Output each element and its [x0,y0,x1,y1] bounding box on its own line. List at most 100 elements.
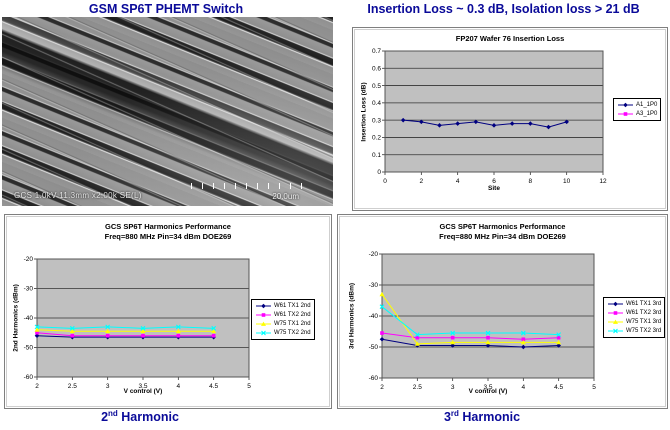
svg-text:-50: -50 [24,345,34,352]
chart-2nd-harmonics: GCS SP6T Harmonics Performance Freq=880 … [4,214,332,409]
svg-text:-20: -20 [369,251,379,258]
svg-text:0.4: 0.4 [372,100,381,107]
svg-text:-50: -50 [369,344,379,351]
svg-text:-30: -30 [369,282,379,289]
legend-marker-square [256,313,271,317]
svg-text:5: 5 [592,384,596,391]
legend-marker-triangle [608,319,623,324]
caption-sup: nd [108,409,118,418]
svg-text:4: 4 [177,383,181,390]
legend-entry: W61 TX1 3rd [607,300,661,308]
chart-title-line2: Freq=880 MHz Pin=34 dBm DOE269 [104,232,232,241]
legend-label: W75 TX2 3rd [626,328,662,334]
legend-marker-diamond [618,102,633,108]
svg-text:0.2: 0.2 [372,135,381,142]
svg-text:0.7: 0.7 [372,48,381,55]
legend-label: A1_1P0 [636,102,658,108]
svg-text:4: 4 [522,384,526,391]
legend-entry: W75 TX2 2nd [255,329,311,337]
chart-title-line1: GCS SP6T Harmonics Performance [439,222,566,231]
legend-marker-square [618,112,633,116]
x-axis-label: V control (V) [123,388,163,395]
svg-text:5: 5 [247,383,251,390]
svg-text:3.5: 3.5 [483,384,492,391]
legend-label: W61 TX2 3rd [626,310,662,316]
legend-entry: W61 TX1 2nd [255,302,311,310]
legend-marker-x [256,330,271,336]
svg-text:4.5: 4.5 [209,383,218,390]
svg-text:0.1: 0.1 [372,152,381,159]
svg-text:3: 3 [106,383,110,390]
chart-title-line2: Freq=880 MHz Pin=34 dBm DOE269 [439,232,566,241]
legend-label: W61 TX1 2nd [274,303,311,309]
caption-sup: rd [450,409,459,418]
page-title-insertion: Insertion Loss ~ 0.3 dB, Isolation loss … [367,2,640,16]
svg-text:2.5: 2.5 [68,383,77,390]
chart-title-line1: GCS SP6T Harmonics Performance [105,222,231,231]
legend: W61 TX1 2nd W61 TX2 2nd W75 TX1 2nd W75 TX2… [251,299,315,340]
svg-text:6: 6 [492,178,496,185]
legend-marker-diamond [256,303,271,309]
svg-text:-40: -40 [369,313,379,320]
legend-marker-diamond [608,301,623,307]
svg-text:12: 12 [599,178,607,185]
svg-text:3: 3 [451,384,455,391]
sem-scale-label: 20.0um [272,192,299,201]
legend-entry: W61 TX2 3rd [607,309,661,317]
svg-text:-60: -60 [369,375,379,382]
legend: W61 TX1 3rd W61 TX2 3rd W75 TX1 3rd W75 TX2… [603,297,666,338]
svg-text:-40: -40 [24,315,34,322]
legend-label: A3_1P0 [636,111,658,117]
legend-entry: W75 TX1 2nd [255,320,311,328]
svg-text:2: 2 [420,178,424,185]
plot-area: -20 -30 -40 -50 -602 2.5 3 3.5 4 4.5 5 [24,256,252,390]
legend-entry: W75 TX2 3rd [607,327,661,335]
svg-text:0.5: 0.5 [372,83,381,90]
x-axis-label: Site [488,185,500,192]
svg-text:0: 0 [377,169,381,176]
caption-3rd-harmonic: 3rd Harmonic [337,409,627,424]
caption-2nd-harmonic: 2nd Harmonic [0,409,280,424]
svg-text:10: 10 [563,178,571,185]
sem-micrograph-image: GCS 1.0kV 11.3mm x2.00k SE(L) 20.0um [2,17,333,206]
svg-text:4: 4 [456,178,460,185]
sem-caption: GCS 1.0kV 11.3mm x2.00k SE(L) [14,191,142,200]
chart-title: FP207 Wafer 76 Insertion Loss [455,34,565,43]
svg-text:0.6: 0.6 [372,65,381,72]
caption-base: 3 [443,410,451,425]
sem-scale-ruler [191,183,309,189]
caption-rest: Harmonic [458,410,521,425]
legend-entry: A3_1P0 [617,110,657,118]
svg-text:0.3: 0.3 [372,117,381,124]
svg-text:-60: -60 [24,374,34,381]
svg-text:-30: -30 [24,286,34,293]
legend-marker-triangle [256,321,271,326]
legend-entry: A1_1P0 [617,101,657,109]
x-axis-label: V control (V) [468,388,508,395]
legend-marker-x [608,328,623,334]
plot-area: -20 -30 -40 -50 -602 2.5 3 3.5 4 4.5 5 [369,251,597,391]
legend-label: W75 TX1 3rd [626,319,662,325]
legend-label: W61 TX2 2nd [274,312,311,318]
svg-text:3.5: 3.5 [138,383,147,390]
legend-label: W75 TX1 2nd [274,321,311,327]
svg-text:-20: -20 [24,256,34,263]
chart-3rd-harmonics: GCS SP6T Harmonics Performance Freq=880 … [337,214,668,409]
legend-marker-square [608,311,623,315]
legend-label: W61 TX1 3rd [626,301,662,307]
legend-label: W75 TX2 2nd [274,330,311,336]
svg-text:2.5: 2.5 [413,384,422,391]
page-title-sem: GSM SP6T PHEMT Switch [88,2,244,16]
svg-text:4.5: 4.5 [554,384,563,391]
chart-insertion-loss: FP207 Wafer 76 Insertion Loss Insertion … [352,27,668,211]
legend-entry: W75 TX1 3rd [607,318,661,326]
legend: A1_1P0 A3_1P0 [613,98,662,121]
svg-text:0: 0 [383,178,387,185]
caption-base: 2 [101,410,109,425]
svg-text:2: 2 [35,383,39,390]
svg-text:2: 2 [380,384,384,391]
svg-text:8: 8 [529,178,533,185]
sem-texture [2,17,333,206]
plot-area: 0 0.1 0.2 0.3 0.4 0.5 0.6 0.7 0 2 4 6 8 10 12 [372,48,607,185]
